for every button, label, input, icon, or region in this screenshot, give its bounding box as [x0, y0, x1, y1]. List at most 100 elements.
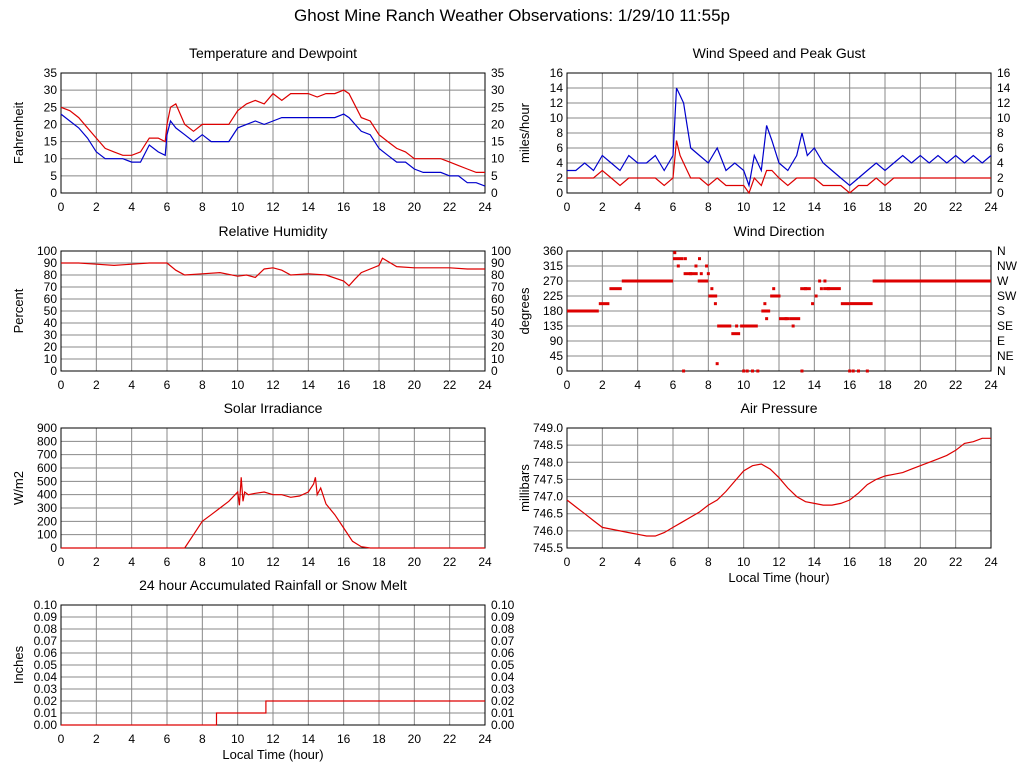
direction-point	[818, 279, 822, 283]
y-right-tick-label: 10	[491, 152, 505, 166]
y-tick-label: 5	[50, 169, 57, 183]
x-tick-label: 2	[93, 378, 100, 392]
x-tick-label: 12	[772, 200, 786, 214]
x-tick-label: 14	[808, 200, 822, 214]
x-tick-label: 0	[58, 378, 65, 392]
x-tick-label: 2	[599, 378, 606, 392]
direction-point	[804, 287, 807, 291]
series-line-1	[60, 113, 486, 187]
chart-title: Air Pressure	[740, 400, 817, 416]
chart-title: Wind Direction	[733, 223, 824, 239]
y-tick-label: 80	[44, 268, 58, 282]
direction-point	[698, 257, 701, 261]
x-tick-label: 12	[266, 555, 280, 569]
y-right-tick-label: NW	[997, 259, 1018, 273]
y-right-tick-label: 25	[491, 100, 505, 114]
y-axis-label: Inches	[11, 645, 26, 684]
y-tick-label: 20	[44, 340, 58, 354]
x-tick-label: 0	[564, 378, 571, 392]
y-right-tick-label: 80	[491, 268, 505, 282]
series-line-0	[61, 257, 485, 287]
y-tick-label: 0	[50, 364, 57, 378]
y-right-tick-label: N	[997, 364, 1006, 378]
y-right-tick-label: 0.01	[491, 706, 515, 720]
y-right-tick-label: 16	[997, 66, 1011, 80]
direction-point	[699, 272, 703, 276]
x-tick-label: 18	[372, 555, 386, 569]
y-tick-label: 0.02	[34, 694, 58, 708]
x-tick-label: 22	[443, 378, 457, 392]
y-tick-label: 0	[50, 541, 57, 555]
x-tick-label: 6	[164, 378, 171, 392]
y-tick-label: 0.05	[34, 658, 58, 672]
y-right-tick-label: N	[997, 244, 1006, 258]
x-tick-label: 4	[128, 732, 135, 746]
y-right-tick-label: 0	[997, 186, 1004, 200]
x-tick-label: 18	[372, 378, 386, 392]
y-tick-label: 90	[550, 334, 564, 348]
y-tick-label: 4	[556, 156, 563, 170]
x-tick-label: 0	[58, 555, 65, 569]
direction-point	[765, 317, 769, 321]
direction-point	[735, 324, 739, 328]
y-right-tick-label: 0.00	[491, 718, 515, 732]
y-tick-label: 200	[37, 514, 57, 528]
y-right-tick-label: E	[997, 334, 1005, 348]
direction-point	[715, 362, 719, 366]
y-right-tick-label: 10	[997, 111, 1011, 125]
direction-point	[823, 279, 827, 283]
direction-point	[848, 369, 852, 373]
y-right-tick-label: 0.02	[491, 694, 515, 708]
direction-point	[826, 287, 830, 291]
y-tick-label: 0.04	[34, 670, 58, 684]
y-tick-label: 746.5	[533, 507, 563, 521]
y-axis-label: miles/hour	[517, 102, 532, 163]
x-tick-label: 16	[843, 555, 857, 569]
y-tick-label: 30	[44, 328, 58, 342]
y-right-tick-label: 0.03	[491, 682, 515, 696]
y-tick-label: 100	[37, 244, 57, 258]
x-tick-label: 6	[670, 200, 677, 214]
y-tick-label: 135	[543, 319, 563, 333]
x-tick-label: 24	[984, 555, 998, 569]
x-tick-label: 12	[772, 378, 786, 392]
x-tick-label: 2	[93, 732, 100, 746]
plot-frame	[60, 604, 486, 726]
x-tick-label: 10	[737, 555, 751, 569]
x-tick-label: 22	[949, 378, 963, 392]
y-tick-label: 747.0	[533, 490, 563, 504]
x-tick-label: 2	[599, 555, 606, 569]
chart-title: Solar Irradiance	[224, 400, 323, 416]
y-tick-label: 0.03	[34, 682, 58, 696]
x-tick-label: 20	[914, 378, 928, 392]
y-right-tick-label: 8	[997, 126, 1004, 140]
y-right-tick-label: 10	[491, 352, 505, 366]
y-right-tick-label: 0.09	[491, 610, 515, 624]
x-tick-label: 22	[443, 555, 457, 569]
x-tick-label: 6	[670, 555, 677, 569]
y-tick-label: 747.5	[533, 472, 563, 486]
y-right-tick-label: 20	[491, 117, 505, 131]
x-tick-label: 24	[478, 732, 492, 746]
x-tick-label: 4	[634, 378, 641, 392]
x-tick-label: 20	[914, 555, 928, 569]
y-right-tick-label: 4	[997, 156, 1004, 170]
direction-point	[819, 287, 823, 291]
y-tick-label: 0.10	[34, 598, 58, 612]
y-tick-label: 0.09	[34, 610, 58, 624]
y-tick-label: 60	[44, 292, 58, 306]
x-tick-label: 18	[878, 378, 892, 392]
chart-title: Temperature and Dewpoint	[189, 45, 357, 61]
y-tick-label: 8	[556, 126, 563, 140]
y-tick-label: 0	[556, 364, 563, 378]
x-tick-label: 6	[670, 378, 677, 392]
direction-point	[683, 257, 687, 261]
series-line-1	[567, 140, 991, 195]
x-axis-label: Local Time (hour)	[222, 747, 323, 762]
direction-point	[800, 369, 804, 373]
x-tick-label: 10	[737, 200, 751, 214]
y-tick-label: 745.5	[533, 541, 563, 555]
y-tick-label: 14	[550, 81, 564, 95]
